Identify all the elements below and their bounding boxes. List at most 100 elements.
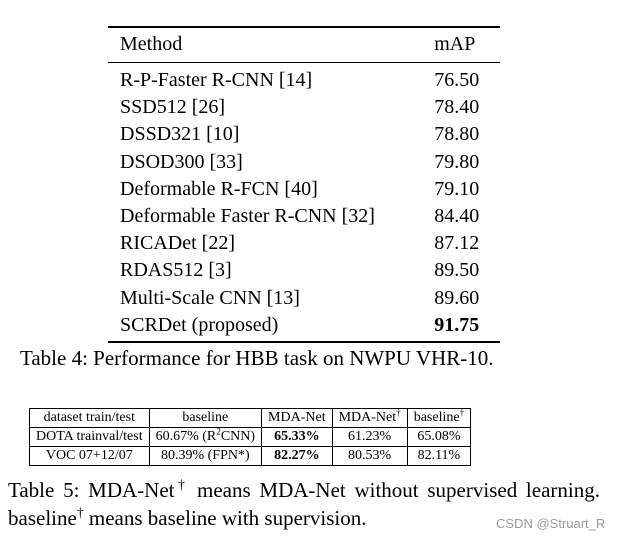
cell: 79.80 xyxy=(422,149,500,176)
header-cell: mAP xyxy=(422,26,500,63)
header-cell: MDA-Net xyxy=(261,408,333,428)
cell: 79.10 xyxy=(422,176,500,203)
row: Deformable Faster R-CNN [32] 84.40 xyxy=(108,203,500,230)
text: Table 5: MDA-Net xyxy=(8,478,175,502)
text: 82.27% xyxy=(274,448,320,463)
text: mAP xyxy=(434,33,476,56)
text: VOC 07+12/07 xyxy=(45,448,133,463)
text: 89.50 xyxy=(434,259,480,282)
cell: SCRDet (proposed) xyxy=(108,311,423,344)
text: baseline xyxy=(413,410,460,425)
text: baseline xyxy=(182,410,229,425)
row: DSOD300 [33] 79.80 xyxy=(108,149,500,176)
superscript: † xyxy=(174,477,189,492)
cell: 84.40 xyxy=(422,203,500,230)
text: DSOD300 [33] xyxy=(120,150,243,173)
text: 65.08% xyxy=(417,429,461,444)
cell: Deformable R-FCN [40] xyxy=(108,176,422,203)
cell: DSOD300 [33] xyxy=(108,149,422,176)
text: DSSD321 [10] xyxy=(120,123,240,146)
cell: SSD512 [26] xyxy=(108,94,422,121)
cell: 91.75 xyxy=(422,311,500,344)
text: SCRDet (proposed) xyxy=(120,313,279,336)
cell: R-P-Faster R-CNN [14] xyxy=(108,63,422,95)
header-cell: baseline† xyxy=(406,407,472,428)
text: dataset train/test xyxy=(43,410,135,425)
header-row: dataset train/test baseline MDA-Net MDA-Net… xyxy=(29,407,472,428)
row: SSD512 [26] 78.40 xyxy=(108,94,500,121)
superscript: † xyxy=(76,505,84,520)
text: 89.60 xyxy=(434,286,480,309)
text: 91.75 xyxy=(434,313,480,336)
cell: 80.39% (FPN*) xyxy=(148,446,263,466)
row: DSSD321 [10] 78.80 xyxy=(108,121,500,148)
text: 84.40 xyxy=(434,205,480,228)
text: means MDA-Net without supervised learnin… xyxy=(8,478,600,530)
table-4: Method mAP R-P-Faster R-CNN [14] 76.50 SSD51… xyxy=(108,26,500,344)
text: 79.10 xyxy=(434,177,480,200)
text: 65.33% xyxy=(274,429,320,444)
cell: 89.60 xyxy=(422,285,500,312)
header-cell: dataset train/test xyxy=(29,408,150,428)
text: means baseline with supervision. xyxy=(83,506,367,530)
table-5-caption: Table 5: MDA-Net† means MDA-Net without … xyxy=(8,476,600,532)
text: MDA-Net xyxy=(338,410,397,425)
cell: 61.23% xyxy=(331,427,408,447)
cell: VOC 07+12/07 xyxy=(29,446,150,466)
text: Deformable R-FCN [40] xyxy=(120,177,318,200)
header-row: Method mAP xyxy=(108,26,500,63)
cell: DOTA trainval/test xyxy=(29,427,150,447)
text: MDA-Net xyxy=(268,410,326,425)
superscript: † xyxy=(396,407,401,418)
text: 87.12 xyxy=(434,232,480,255)
cell: RDAS512 [3] xyxy=(108,257,422,284)
cell: 65.08% xyxy=(406,427,472,447)
text: RICADet [22] xyxy=(120,232,235,255)
text: 76.50 xyxy=(434,69,480,91)
text: RDAS512 [3] xyxy=(120,259,232,282)
row: Deformable R-FCN [40] 79.10 xyxy=(108,176,500,203)
cell: Multi-Scale CNN [13] xyxy=(108,285,422,312)
text: 80.53% xyxy=(348,448,392,463)
cell: 60.67% (R2CNN) xyxy=(148,426,263,447)
superscript: 2 xyxy=(216,426,221,437)
table-4-caption: Table 4: Performance for HBB task on NWP… xyxy=(20,346,494,370)
text: DOTA trainval/test xyxy=(36,429,143,444)
text: Deformable Faster R-CNN [32] xyxy=(120,205,375,228)
header-cell: baseline xyxy=(148,408,263,428)
superscript: † xyxy=(459,407,465,418)
text: 78.40 xyxy=(434,96,480,119)
cell: 80.53% xyxy=(331,446,408,466)
row: R-P-Faster R-CNN [14] 76.50 xyxy=(108,63,500,95)
table-5: dataset train/test baseline MDA-Net MDA-Net… xyxy=(29,407,472,466)
cell: 78.80 xyxy=(422,121,500,148)
text: 82.11% xyxy=(417,448,461,463)
cell: 76.50 xyxy=(422,63,500,95)
header-cell: MDA-Net† xyxy=(331,407,408,428)
text: SSD512 [26] xyxy=(120,96,226,119)
text: 80.39% (FPN*) xyxy=(160,448,250,463)
row: VOC 07+12/07 80.39% (FPN*) 82.27% 80.53% 82.… xyxy=(29,446,472,466)
text: 79.80 xyxy=(434,150,480,173)
cell: Deformable Faster R-CNN [32] xyxy=(108,203,422,230)
text: 61.23% xyxy=(348,429,392,444)
watermark: CSDN @Struart_R xyxy=(496,516,606,531)
text: 60.67% (R xyxy=(155,429,217,444)
row: SCRDet (proposed) 91.75 xyxy=(108,311,500,344)
cell: 78.40 xyxy=(422,94,500,121)
text: CNN) xyxy=(220,429,256,444)
cell: RICADet [22] xyxy=(108,230,422,257)
cell: 65.33% xyxy=(261,427,333,447)
row: RDAS512 [3] 89.50 xyxy=(108,257,500,284)
text: Method xyxy=(120,33,183,56)
text: 78.80 xyxy=(434,123,480,146)
cell: 82.27% xyxy=(261,446,333,466)
row: RICADet [22] 87.12 xyxy=(108,230,500,257)
cell: 87.12 xyxy=(422,230,500,257)
header-cell: Method xyxy=(108,26,423,63)
row: DOTA trainval/test 60.67% (R2CNN) 65.33% 61… xyxy=(29,426,472,447)
text: Multi-Scale CNN [13] xyxy=(120,286,300,309)
row: Multi-Scale CNN [13] 89.60 xyxy=(108,285,500,312)
text: R-P-Faster R-CNN [14] xyxy=(120,69,313,91)
